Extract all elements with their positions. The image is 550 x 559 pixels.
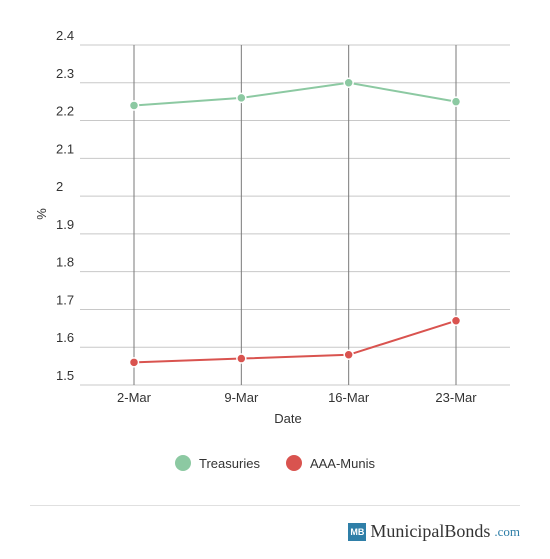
y-axis-label: % [34,208,49,220]
series-line-1 [133,319,457,364]
legend: Treasuries AAA-Munis [0,455,550,471]
y-tick-label-0: 1.5 [56,368,74,383]
brand-logo: MB MunicipalBonds .com [348,521,520,542]
x-tick-label-2: 16-Mar [328,390,370,405]
y-tick-label-3: 1.8 [56,255,74,270]
x-axis-ticks: 2-Mar 9-Mar 16-Mar 23-Mar [117,390,477,405]
data-point-1-1[interactable] [236,353,247,364]
brand-name: MunicipalBonds [370,521,491,541]
data-point-0-0[interactable] [128,100,140,111]
x-tick-label-3: 23-Mar [435,390,477,405]
data-point-1-3[interactable] [450,315,462,327]
brand-mark-icon: MB [348,522,367,541]
legend-item-aaa-munis[interactable]: AAA-Munis [285,455,375,471]
y-tick-label-4: 1.9 [56,217,74,232]
data-point-1-0[interactable] [128,357,140,368]
y-tick-label-6: 2.1 [56,141,74,156]
series-line-0 [133,81,457,107]
data-point-0-2[interactable] [343,77,354,89]
legend-marker-aaa-munis [285,455,302,471]
x-tick-label-1: 9-Mar [224,390,259,405]
legend-item-treasuries[interactable]: Treasuries [175,455,260,471]
legend-marker-treasuries [175,455,192,471]
data-point-0-3[interactable] [450,96,462,107]
y-axis-ticks: 1.5 1.6 1.7 1.8 1.9 2 2.1 2.2 2.3 2.4 [56,28,74,383]
data-point-0-1[interactable] [236,92,247,104]
brand-tld: .com [494,523,520,539]
x-tick-label-0: 2-Mar [117,390,152,405]
vertical-gridlines [133,45,457,385]
y-tick-label-8: 2.3 [56,66,74,81]
series-group [128,77,462,368]
horizontal-gridlines [80,44,510,386]
y-tick-label-7: 2.2 [56,104,74,119]
line-chart: 1.5 1.6 1.7 1.8 1.9 2 2.1 2.2 2.3 2.4 2-Mar 9-Mar 1… [34,28,510,426]
y-tick-label-1: 1.6 [56,330,74,345]
footer-divider [30,505,520,506]
y-tick-label-5: 2 [56,179,63,194]
y-tick-label-2: 1.7 [56,292,74,307]
legend-label-aaa-munis: AAA-Munis [309,455,375,471]
legend-label-treasuries: Treasuries [199,455,260,471]
data-point-1-2[interactable] [343,349,354,361]
y-tick-label-9: 2.4 [56,28,74,43]
x-axis-label: Date [274,411,301,426]
